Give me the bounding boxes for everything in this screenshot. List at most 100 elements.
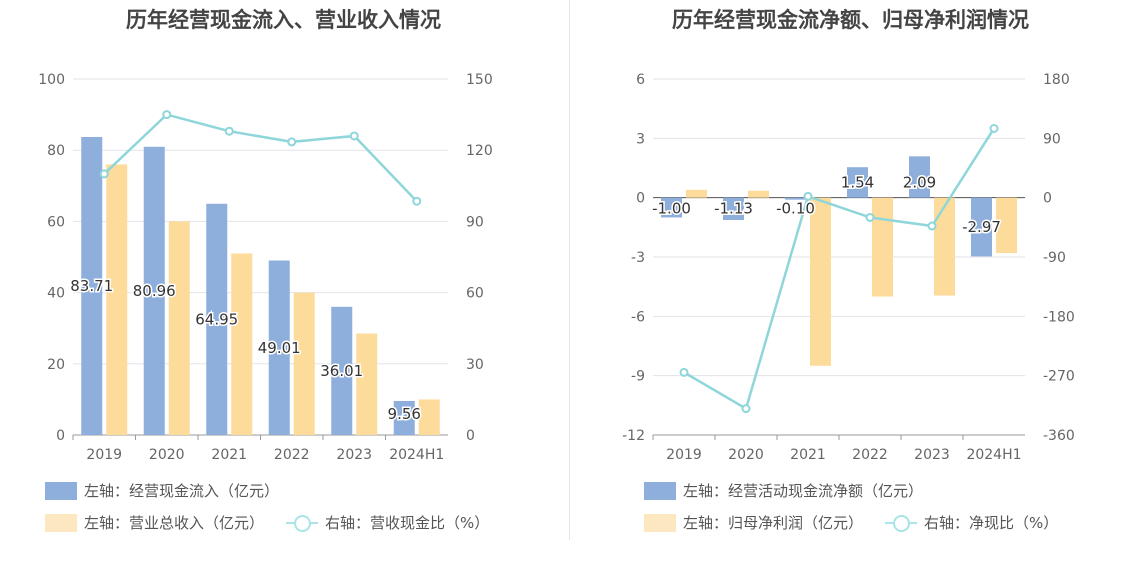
bar-series-2 [106,164,128,435]
bar-series-1 [81,136,103,435]
chart-title: 历年经营现金流净额、归母净利润情况 [672,8,1029,32]
chart-title: 历年经营现金流入、营业收入情况 [126,8,441,32]
bar-series-2 [686,189,707,198]
legend-label: 左轴：营业总收入（亿元） [84,514,265,532]
bar-data-label: -0.10 [776,200,815,218]
bar-series-2 [418,399,440,435]
x-axis-tick-label: 2024H1 [966,447,1021,463]
line-point [287,137,297,147]
legend-swatch [644,481,676,500]
bar-series-1 [723,197,744,221]
left-axis-tick-label: -12 [622,428,645,444]
bar-data-label: 83.71 [70,277,113,295]
legend-swatch [45,513,77,532]
legend-label: 左轴：经营现金流入（亿元） [84,482,280,500]
line-series [103,113,418,203]
bar-data-label: 1.54 [841,174,874,192]
right-axis-tick-label: 0 [466,428,475,444]
bar-series-1 [393,400,415,435]
legend-line-icon [885,514,918,532]
bar-data-label: 80.96 [133,282,176,300]
panel-divider [569,0,570,540]
bar-series-2 [748,190,769,198]
legend-swatch [45,481,77,500]
bar-data-label: -1.00 [652,200,691,218]
chart-plot: 0 20 40 60 80 100 0 30 60 90 120 150 2019 2020 2021 202… [38,72,493,463]
x-axis-tick-label: 2020 [149,447,185,463]
bar-series-1 [971,197,992,257]
legend-row-1: 左轴：经营现金流入（亿元） [45,480,301,501]
right-axis-tick-label: 90 [1043,131,1061,147]
legend-item-revenue[interactable]: 左轴：营业总收入（亿元） [45,512,264,533]
line-point [803,191,813,201]
bar-data-label: 49.01 [258,339,301,357]
left-axis-tick-label: 80 [47,143,65,159]
left-axis-tick-label: 20 [47,357,65,373]
legend-item-net-profit[interactable]: 左轴：归母净利润（亿元） [644,512,863,533]
right-chart-panel: 历年经营现金流净额、归母净利润情况 -12 -9 -6 -3 0 3 6 -360 -270 -1… [567,0,1134,582]
legend-item-cash-ratio[interactable]: 右轴：营收现金比（%） [286,512,489,533]
bar-series-1 [661,197,682,218]
x-axis-tick-label: 2023 [336,447,372,463]
line-point [99,169,109,179]
x-axis-tick-label: 2019 [666,447,702,463]
line-point [162,110,172,120]
x-axis-tick-label: 2019 [86,447,122,463]
legend-line-icon [286,514,319,532]
line-point [679,367,689,377]
bar-series-2 [996,197,1017,254]
left-axis-tick-label: -6 [631,309,645,325]
bar-data-label: 2.09 [903,174,936,192]
right-axis-tick-label: -360 [1043,428,1075,444]
left-axis-tick-label: -3 [631,250,645,266]
line-point [224,126,234,136]
right-axis-tick-label: 60 [466,286,484,302]
right-axis-tick-label: 30 [466,357,484,373]
x-axis-tick-label: 2022 [274,447,310,463]
bar-series-2 [356,333,378,435]
legend-row-1: 左轴：经营活动现金流净额（亿元） [644,480,945,501]
line-series [683,127,996,411]
x-axis-tick-label: 2023 [914,447,950,463]
left-axis-tick-label: 6 [636,72,645,88]
bar-series-1 [785,197,806,200]
left-axis-tick-label: -9 [631,369,645,385]
x-axis-tick-label: 2021 [211,447,247,463]
bar-series-2 [293,292,315,435]
x-axis-tick-label: 2021 [790,447,826,463]
line-point [741,404,751,414]
left-axis-tick-label: 60 [47,214,65,230]
legend-item-net-cash-ratio[interactable]: 右轴：净现比（%） [885,512,1058,533]
right-axis-tick-label: 0 [1043,191,1052,207]
bar-data-label: 64.95 [195,310,238,328]
left-axis-tick-label: 0 [636,191,645,207]
line-point [349,131,359,141]
legend-label: 左轴：归母净利润（亿元） [683,514,864,532]
right-axis-tick-label: -270 [1043,369,1075,385]
bar-series-2 [934,197,955,296]
bar-series-2 [168,221,190,435]
left-axis-tick-label: 3 [636,131,645,147]
legend-row-2: 左轴：归母净利润（亿元） 右轴：净现比（%） [644,512,1080,533]
right-axis-tick-label: 150 [466,72,493,88]
bar-series-1 [143,146,165,435]
left-axis-tick-label: 100 [38,72,65,88]
legend-item-net-cash-flow[interactable]: 左轴：经营活动现金流净额（亿元） [644,480,923,501]
bar-data-label: 36.01 [320,362,363,380]
line-point [412,196,422,206]
bar-series-1 [909,156,930,198]
legend-swatch [644,513,676,532]
line-point [927,221,937,231]
bar-data-label: -2.97 [962,218,1001,236]
x-axis-tick-label: 2022 [852,447,888,463]
x-axis-tick-label: 2020 [728,447,764,463]
legend-item-cash-inflow[interactable]: 左轴：经营现金流入（亿元） [45,480,279,501]
legend-label: 右轴：营收现金比（%） [325,514,490,532]
chart-plot: -12 -9 -6 -3 0 3 6 -360 -270 -180 -90 0 90 180 2019 202… [622,72,1075,463]
right-axis-tick-label: 120 [466,143,493,159]
bar-series-1 [331,306,353,435]
right-axis-tick-label: 90 [466,214,484,230]
legend-label: 右轴：净现比（%） [924,514,1059,532]
left-chart-panel: 历年经营现金流入、营业收入情况 0 20 40 60 80 100 0 30 60 90 120 15… [38,8,493,533]
bar-series-1 [847,167,868,198]
